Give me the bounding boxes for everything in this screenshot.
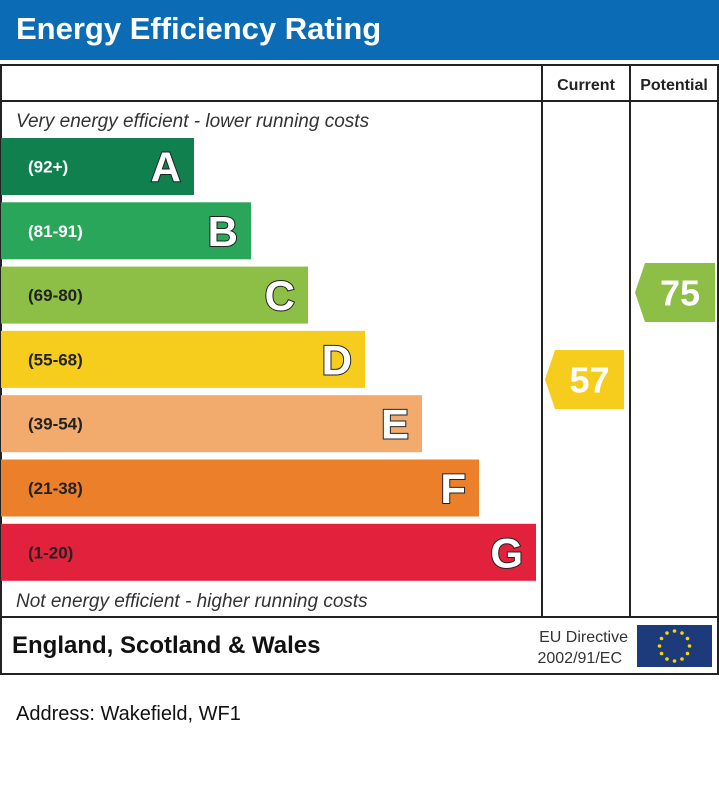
top-note: Very energy efficient - lower running co… — [16, 111, 370, 132]
band-range: (39-54) — [28, 415, 83, 434]
current-rating-arrow: 57 — [545, 350, 624, 409]
bottom-note: Not energy efficient - higher running co… — [16, 591, 368, 612]
star — [657, 644, 662, 648]
star — [665, 631, 669, 635]
current-rating-arrow-value: 57 — [569, 360, 609, 401]
band-bar — [1, 202, 251, 260]
band-letter: C — [265, 272, 295, 319]
current-rating-arrow-shape — [545, 350, 624, 409]
band-g: (1-20) G — [1, 523, 536, 581]
star — [687, 644, 692, 648]
band-bar — [1, 459, 479, 517]
band-letter: A — [151, 144, 181, 191]
band-range: (55-68) — [28, 350, 83, 369]
address: Address: Wakefield, WF1 — [16, 703, 241, 725]
band-letter: E — [381, 401, 409, 448]
band-range: (92+) — [28, 158, 68, 177]
region-label: England, Scotland & Wales — [12, 632, 320, 659]
potential-rating-arrow: 75 — [635, 263, 715, 322]
band-c: (69-80) C — [1, 266, 308, 324]
band-range: (81-91) — [28, 222, 83, 241]
band-letter: D — [322, 336, 352, 383]
band-f: (21-38) F — [1, 459, 479, 517]
band-b: (81-91) B — [1, 202, 251, 260]
star — [680, 631, 684, 635]
band-bar — [1, 523, 536, 581]
directive-line1: EU Directive — [539, 629, 628, 646]
eu-flag-icon — [637, 625, 712, 667]
star — [685, 651, 690, 656]
band-letter: G — [490, 529, 523, 576]
band-a: (92+) A — [1, 138, 194, 195]
chart-title: Energy Efficiency Rating — [16, 11, 382, 46]
header-bar: Energy Efficiency Rating — [0, 0, 719, 60]
band-range: (1-20) — [28, 543, 73, 562]
star — [685, 636, 690, 641]
potential-rating-arrow-shape — [635, 263, 715, 322]
star — [672, 629, 677, 633]
band-bar — [1, 266, 308, 324]
potential-rating-arrow-value: 75 — [660, 273, 700, 314]
star — [680, 657, 684, 661]
band-letter: F — [440, 465, 466, 512]
potential-header: Potential — [640, 77, 708, 94]
band-range: (69-80) — [28, 286, 83, 305]
epc-chart: Current Potential Very energy efficient … — [0, 64, 719, 675]
current-header: Current — [557, 77, 615, 94]
band-bar — [1, 330, 365, 388]
band-bar — [1, 395, 422, 453]
star — [659, 651, 664, 656]
directive-line2: 2002/91/EC — [537, 650, 622, 667]
band-e: (39-54) E — [1, 395, 422, 453]
band-bar — [1, 138, 194, 195]
star — [665, 657, 669, 661]
star — [659, 636, 664, 641]
band-d: (55-68) D — [1, 330, 365, 388]
star — [672, 659, 677, 663]
band-letter: B — [208, 208, 238, 255]
band-range: (21-38) — [28, 479, 83, 498]
